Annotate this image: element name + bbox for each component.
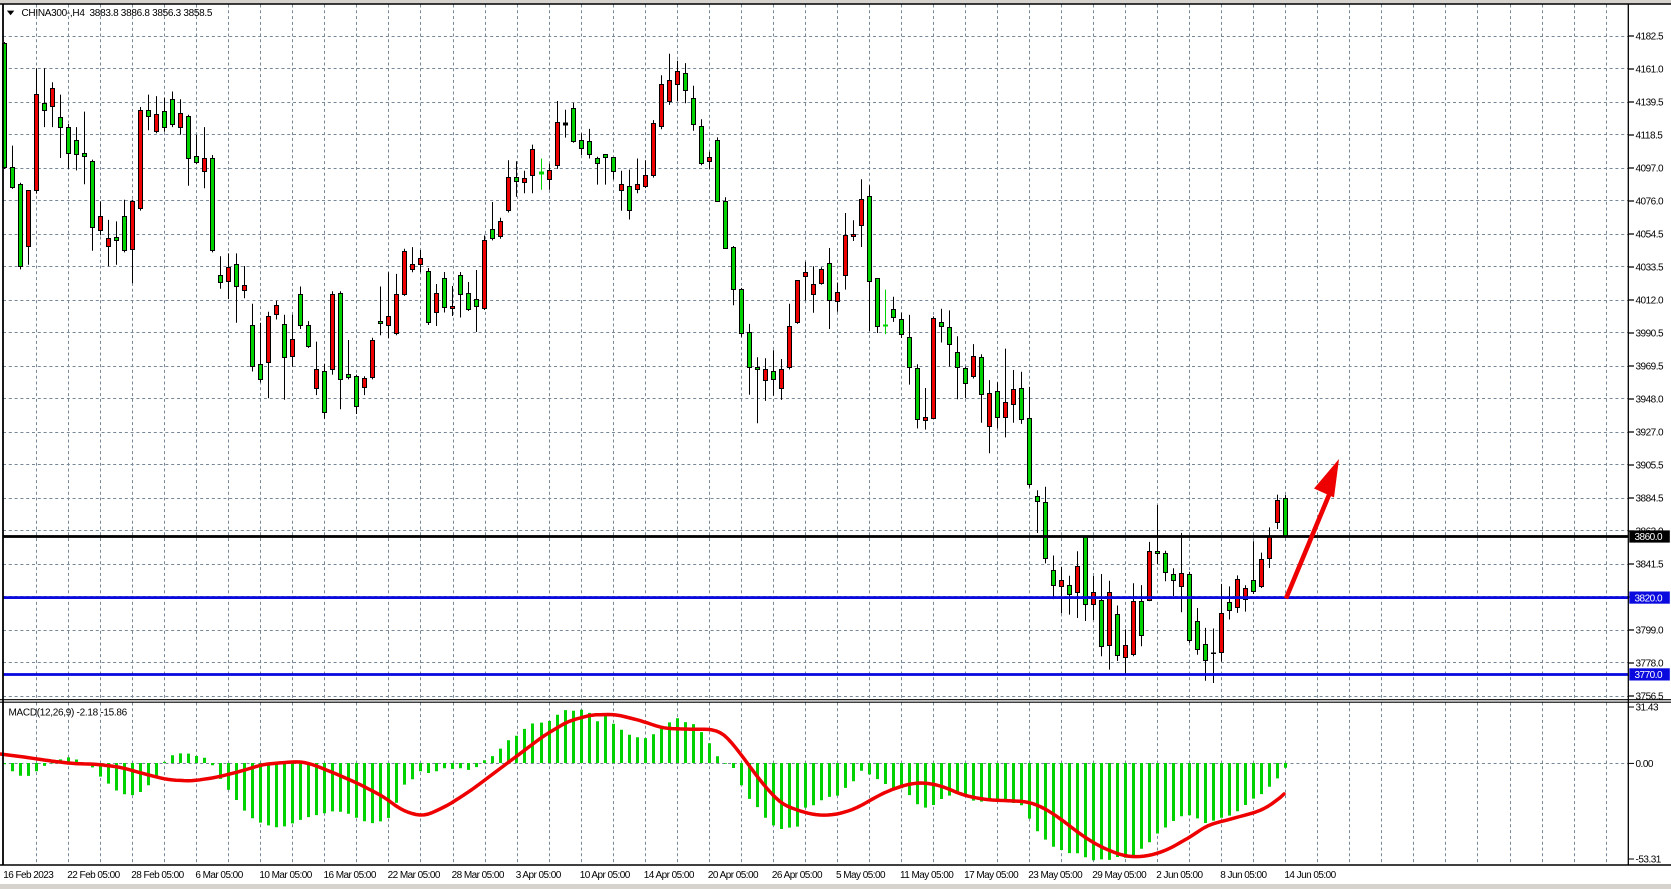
svg-text:28 Mar 05:00: 28 Mar 05:00	[452, 870, 505, 881]
svg-text:3884.5: 3884.5	[1636, 494, 1665, 505]
svg-text:26 Apr 05:00: 26 Apr 05:00	[772, 870, 823, 881]
svg-text:28 Feb 05:00: 28 Feb 05:00	[131, 870, 184, 881]
svg-text:2 Jun 05:00: 2 Jun 05:00	[1156, 870, 1203, 881]
svg-text:3927.0: 3927.0	[1636, 428, 1665, 439]
svg-text:4182.5: 4182.5	[1636, 32, 1665, 43]
svg-text:3969.5: 3969.5	[1636, 362, 1665, 373]
svg-text:3 Apr 05:00: 3 Apr 05:00	[516, 870, 562, 881]
svg-text:4076.0: 4076.0	[1636, 197, 1665, 208]
svg-text:MACD(12,26,9) -2.18 -15.86: MACD(12,26,9) -2.18 -15.86	[9, 707, 128, 718]
svg-text:3820.0: 3820.0	[1635, 593, 1664, 604]
svg-text:10 Mar 05:00: 10 Mar 05:00	[259, 870, 312, 881]
svg-text:29 May 05:00: 29 May 05:00	[1092, 870, 1147, 881]
svg-text:4054.5: 4054.5	[1636, 230, 1665, 241]
svg-text:22 Feb 05:00: 22 Feb 05:00	[67, 870, 120, 881]
svg-text:4097.0: 4097.0	[1636, 164, 1665, 175]
svg-text:22 Mar 05:00: 22 Mar 05:00	[388, 870, 441, 881]
svg-text:0.00: 0.00	[1636, 759, 1654, 770]
svg-text:14 Jun 05:00: 14 Jun 05:00	[1284, 870, 1336, 881]
svg-text:5 May 05:00: 5 May 05:00	[836, 870, 886, 881]
svg-text:4161.0: 4161.0	[1636, 65, 1665, 76]
svg-text:4012.0: 4012.0	[1636, 296, 1665, 307]
svg-text:31.43: 31.43	[1636, 703, 1659, 714]
svg-text:3905.5: 3905.5	[1636, 461, 1665, 472]
svg-text:16 Feb 2023: 16 Feb 2023	[3, 870, 54, 881]
svg-text:3756.5: 3756.5	[1636, 692, 1665, 703]
svg-text:3799.0: 3799.0	[1636, 626, 1665, 637]
svg-text:-53.31: -53.31	[1636, 855, 1662, 866]
svg-text:8 Jun 05:00: 8 Jun 05:00	[1220, 870, 1267, 881]
svg-text:4118.5: 4118.5	[1636, 131, 1664, 142]
svg-text:4033.5: 4033.5	[1636, 263, 1665, 274]
svg-text:11 May 05:00: 11 May 05:00	[900, 870, 954, 881]
svg-text:3948.0: 3948.0	[1636, 395, 1665, 406]
svg-text:14 Apr 05:00: 14 Apr 05:00	[644, 870, 695, 881]
svg-text:4139.5: 4139.5	[1636, 98, 1665, 109]
svg-text:3841.5: 3841.5	[1636, 560, 1665, 571]
svg-text:10 Apr 05:00: 10 Apr 05:00	[580, 870, 631, 881]
svg-text:17 May 05:00: 17 May 05:00	[964, 870, 1019, 881]
svg-text:CHINA300-,H4 3883.8 3886.8 38: CHINA300-,H4 3883.8 3886.8 3856.3 3858.5	[22, 8, 213, 19]
svg-text:3990.5: 3990.5	[1636, 329, 1665, 340]
svg-text:3778.0: 3778.0	[1636, 659, 1665, 670]
svg-text:3770.0: 3770.0	[1635, 670, 1664, 681]
svg-text:20 Apr 05:00: 20 Apr 05:00	[708, 870, 759, 881]
svg-text:16 Mar 05:00: 16 Mar 05:00	[324, 870, 377, 881]
svg-text:3860.0: 3860.0	[1635, 532, 1664, 543]
svg-text:23 May 05:00: 23 May 05:00	[1028, 870, 1083, 881]
svg-text:6 Mar 05:00: 6 Mar 05:00	[195, 870, 243, 881]
